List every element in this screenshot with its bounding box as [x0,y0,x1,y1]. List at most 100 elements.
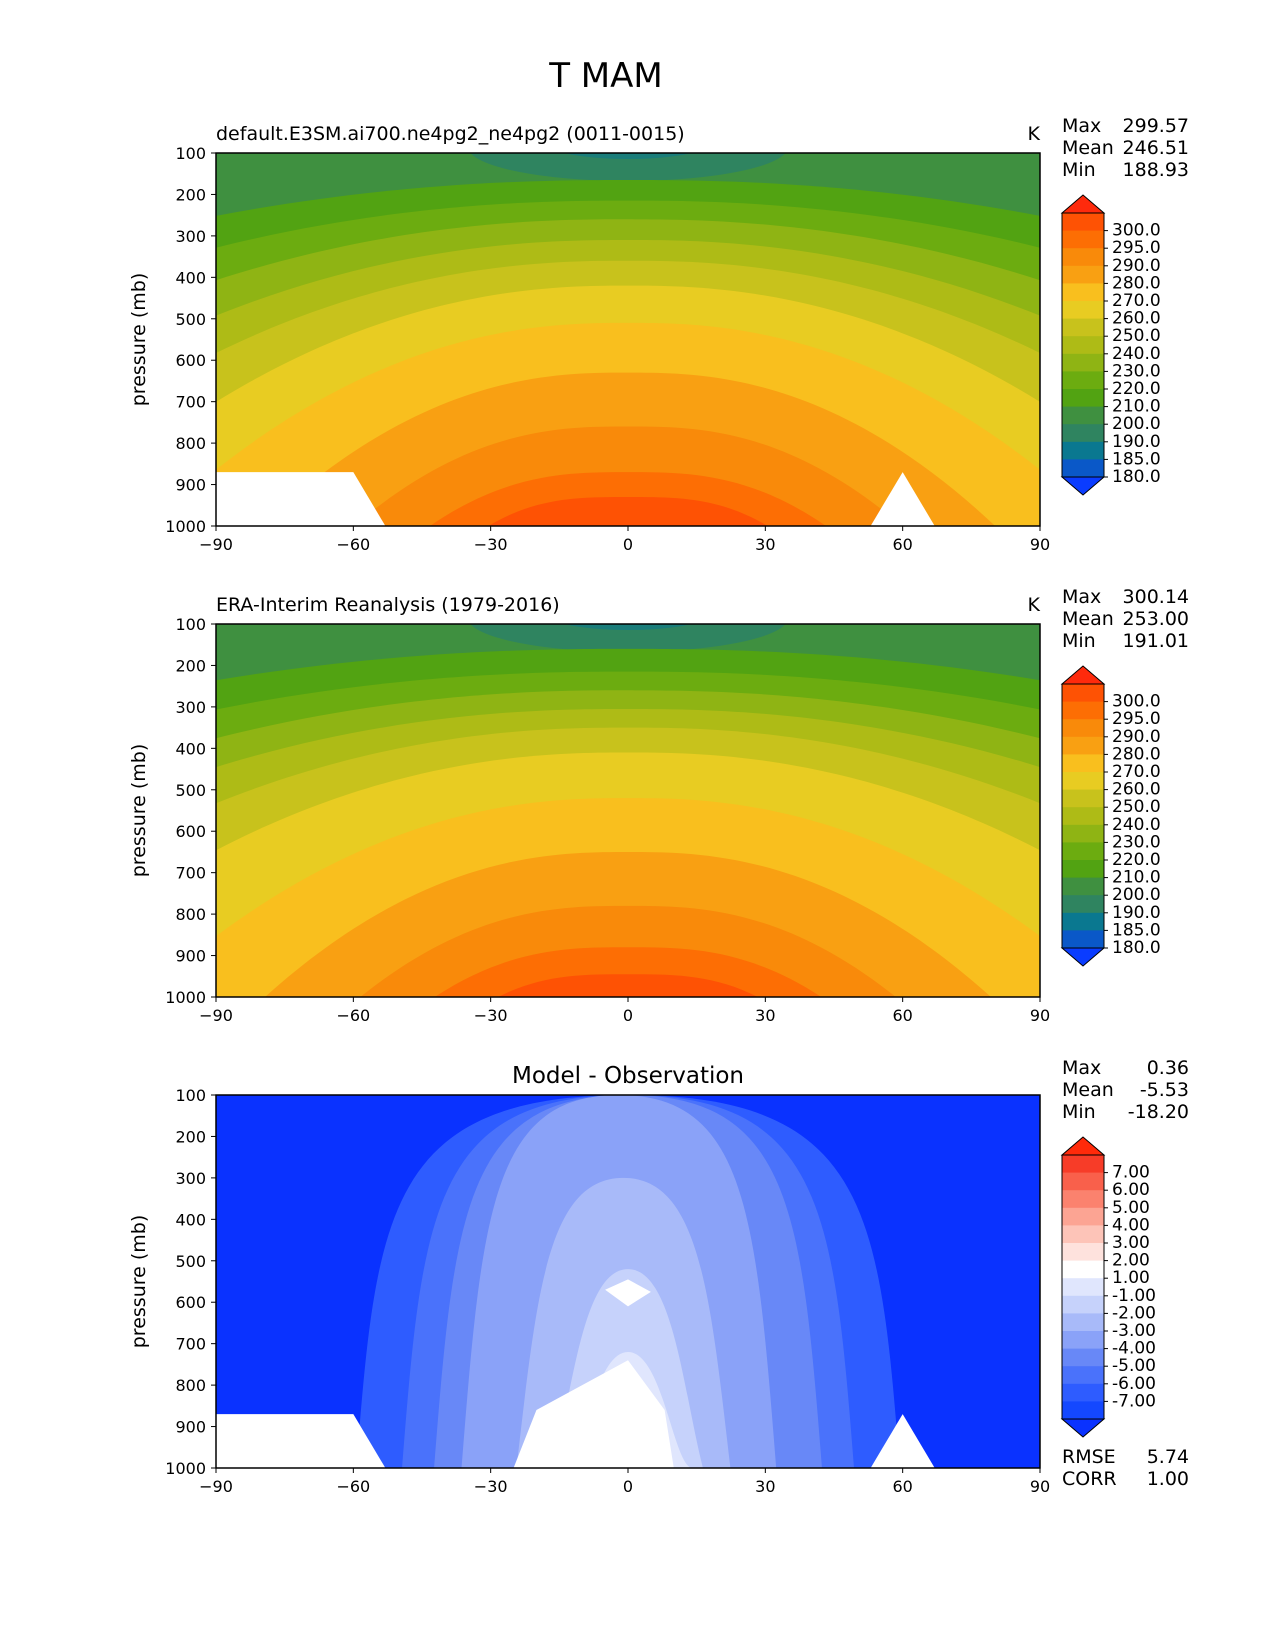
y-tick-label: 300 [175,1169,206,1188]
y-axis-label: pressure (mb) [128,744,150,878]
colorbar-tick-label: 185.0 [1112,449,1161,469]
y-tick-label: 200 [175,1127,206,1146]
y-tick-label: 700 [175,393,206,412]
colorbar-tick-label: -4.00 [1112,1339,1156,1359]
colorbar-extend-max [1060,194,1106,214]
units-label: K [1028,123,1041,145]
colorbar-tick-label: 210.0 [1112,868,1161,888]
colorbar-tick-label: 180.0 [1112,938,1161,958]
colorbar-block [1062,1243,1104,1262]
stat-label: Max [1062,1057,1101,1079]
colorbar-block [1062,353,1104,372]
colorbar-tick-label: 190.0 [1112,432,1161,452]
colorbar-block [1062,213,1104,232]
y-axis-label: pressure (mb) [128,1215,150,1349]
panel-3: Model - Observation100200300400500600700… [128,1057,1189,1496]
stat-label: Max [1062,115,1101,137]
stat-value: 0.36 [1147,1057,1189,1079]
colorbar-tick-label: 200.0 [1112,414,1161,434]
colorbar-tick-label: 200.0 [1112,885,1161,905]
contour-band [470,153,786,181]
colorbar-block [1062,789,1104,808]
panel-title: ERA-Interim Reanalysis (1979-2016) [216,594,560,616]
y-tick-label: 100 [175,1086,206,1105]
colorbar-tick-label: 250.0 [1112,326,1161,346]
colorbar-block [1062,283,1104,302]
y-tick-label: 600 [175,822,206,841]
colorbar-block [1062,441,1104,460]
x-tick-label: −90 [199,535,233,554]
stat-value: 188.93 [1123,159,1189,181]
colorbar-block [1062,930,1104,949]
y-tick-label: 400 [175,1210,206,1229]
colorbar-tick-label: 190.0 [1112,903,1161,923]
colorbar-block [1062,459,1104,478]
colorbar-block [1062,1331,1104,1350]
x-tick-label: 30 [755,535,775,554]
contour-band [470,624,786,652]
colorbar-block [1062,754,1104,773]
stat-label: Mean [1062,137,1114,159]
colorbar-block [1062,912,1104,931]
terrain-mask [216,472,386,526]
x-tick-label: −30 [474,1006,508,1025]
colorbar-block [1062,230,1104,249]
colorbar-block [1062,1225,1104,1244]
x-tick-label: −90 [199,1006,233,1025]
x-tick-label: −30 [474,535,508,554]
colorbar-tick-label: -5.00 [1112,1356,1156,1376]
colorbar-frame [1061,1154,1105,1420]
colorbar-tick-label: 2.00 [1112,1251,1150,1271]
y-tick-label: 800 [175,1376,206,1395]
colorbar-tick-label: 290.0 [1112,727,1161,747]
stat-value: 299.57 [1123,115,1189,137]
y-tick-label: 600 [175,351,206,370]
colorbar-tick-label: 240.0 [1112,344,1161,364]
units-label: K [1028,594,1041,616]
panel-1: default.E3SM.ai700.ne4pg2_ne4pg2 (0011-0… [128,115,1189,554]
error-stat-label: CORR [1062,1468,1117,1490]
colorbar-block [1062,424,1104,443]
colorbar-tick-label: 220.0 [1112,850,1161,870]
colorbar-block [1062,701,1104,720]
stat-value: -5.53 [1140,1079,1189,1101]
colorbar-tick-label: 210.0 [1112,397,1161,417]
error-stat-value: 5.74 [1147,1446,1189,1468]
colorbar-tick-label: 7.00 [1112,1163,1150,1183]
colorbar-block [1062,842,1104,861]
colorbar-tick-label: -1.00 [1112,1286,1156,1306]
colorbar-tick-label: 280.0 [1112,744,1161,764]
y-tick-label: 400 [175,268,206,287]
y-tick-label: 300 [175,698,206,717]
stat-label: Min [1062,1101,1096,1123]
x-tick-label: −90 [199,1477,233,1496]
y-tick-label: 100 [175,615,206,634]
colorbar-tick-label: 300.0 [1112,692,1161,712]
colorbar-tick-label: 6.00 [1112,1180,1150,1200]
x-tick-label: −60 [336,1477,370,1496]
y-tick-label: 500 [175,781,206,800]
colorbar-block [1062,1155,1104,1174]
x-tick-label: 90 [1030,535,1050,554]
x-tick-label: 60 [892,1477,912,1496]
stat-label: Mean [1062,608,1114,630]
y-tick-label: 200 [175,185,206,204]
x-tick-label: −60 [336,1006,370,1025]
colorbar-tick-label: 240.0 [1112,815,1161,835]
y-tick-label: 700 [175,864,206,883]
stat-label: Min [1062,630,1096,652]
colorbar-extend-min [1060,476,1106,496]
y-tick-label: 500 [175,1252,206,1271]
colorbar-tick-label: 5.00 [1112,1198,1150,1218]
y-tick-label: 1000 [165,988,206,1007]
colorbar-block [1062,1190,1104,1209]
stat-value: 191.01 [1123,630,1189,652]
colorbar-tick-label: 4.00 [1112,1215,1150,1235]
colorbar-block [1062,1295,1104,1314]
colorbar-block [1062,265,1104,284]
contour-fill-obs [216,624,1040,997]
colorbar-block [1062,318,1104,337]
colorbar-block [1062,1313,1104,1332]
x-tick-label: 0 [623,1477,633,1496]
